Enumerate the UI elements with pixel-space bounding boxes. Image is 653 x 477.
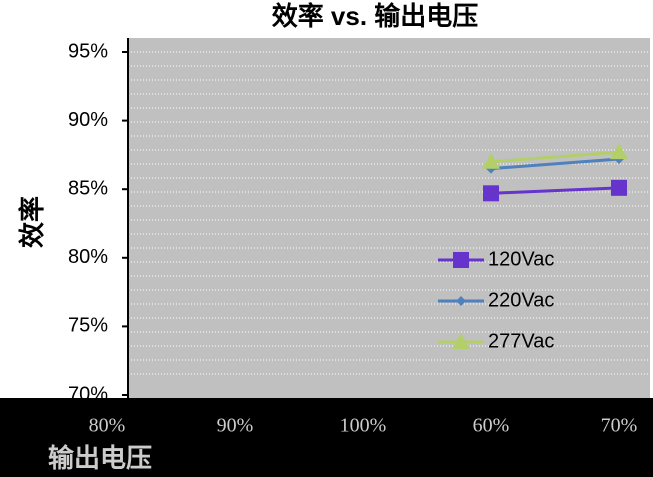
legend-label: 220Vac: [488, 289, 554, 311]
x-tick-label: 70%: [601, 415, 638, 437]
series-lines: [482, 143, 628, 202]
x-axis-title: 输出电压: [48, 443, 152, 473]
x-tick-label: 90%: [217, 415, 254, 437]
y-tick-label: 75%: [68, 315, 108, 337]
legend: 120Vac 220Vac 277Vac: [438, 248, 554, 352]
data-point: [482, 152, 500, 169]
grid: [128, 51, 650, 375]
chart-title: 效率 vs. 输出电压: [272, 1, 479, 31]
series-line: [490, 150, 620, 164]
legend-marker: [452, 333, 470, 349]
bottom-band: [0, 398, 653, 477]
series-line: [490, 157, 620, 171]
data-point: [610, 143, 628, 160]
legend-label: 277Vac: [488, 330, 554, 352]
legend-marker: [453, 252, 469, 268]
data-point: [611, 179, 627, 196]
plot-area: [128, 38, 650, 398]
y-tick-label: 70%: [68, 383, 108, 405]
y-tick-label: 80%: [68, 246, 108, 268]
legend-marker: [456, 296, 466, 306]
series-line: [490, 186, 620, 195]
y-tick-label: 90%: [68, 109, 108, 131]
x-tick-label: 80%: [89, 415, 126, 437]
y-tick-label: 95%: [68, 40, 108, 62]
x-tick-label: 100%: [340, 415, 387, 437]
legend-label: 120Vac: [488, 248, 554, 270]
x-tick-label: 60%: [473, 415, 510, 437]
y-axis-title: 效率: [17, 196, 47, 248]
y-tick-label: 85%: [68, 177, 108, 199]
data-point: [483, 185, 499, 202]
